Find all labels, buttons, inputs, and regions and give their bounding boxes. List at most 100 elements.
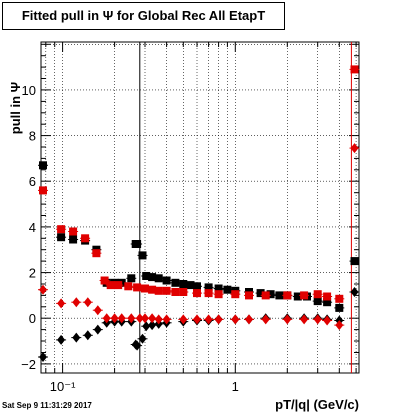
data-point-square <box>261 291 270 300</box>
data-point-diamond <box>162 314 171 325</box>
data-point-diamond <box>214 314 223 325</box>
data-point-square <box>179 280 188 288</box>
data-point-diamond <box>93 305 102 316</box>
grid-lines <box>41 42 359 373</box>
data-point-square <box>193 282 201 291</box>
y-tick-label: 6 <box>29 174 36 189</box>
data-point-square <box>313 297 322 306</box>
data-point-square <box>283 291 292 300</box>
data-point-diamond <box>313 314 322 325</box>
data-point-diamond <box>179 314 188 325</box>
data-point-diamond <box>57 298 66 309</box>
data-point-square <box>141 284 149 293</box>
data-point-square <box>204 283 213 292</box>
data-point-square <box>300 291 309 300</box>
chart-title: Fitted pull in Ψ for Global Rec All Etap… <box>2 2 285 30</box>
data-point-diamond <box>141 313 149 324</box>
data-point-square <box>186 281 195 290</box>
data-point-diamond <box>72 332 81 343</box>
data-point-diamond <box>72 297 81 308</box>
data-point-square <box>335 294 344 303</box>
series-2 <box>38 65 360 303</box>
y-axis-title: pull in Ψ <box>8 82 23 134</box>
data-point-square <box>214 290 223 299</box>
y-tick-label: 8 <box>29 129 36 144</box>
data-marks <box>38 65 360 362</box>
data-point-diamond <box>323 315 332 326</box>
data-point-square <box>223 285 232 294</box>
y-tick-label: 2 <box>29 266 36 281</box>
data-point-diamond <box>283 314 292 325</box>
data-point-square <box>171 288 180 296</box>
data-point-square <box>154 286 163 295</box>
data-point-square <box>69 227 78 236</box>
x-tick-label: 1 <box>232 379 239 394</box>
data-point-square <box>124 282 133 291</box>
data-point-square <box>231 290 240 299</box>
data-point-diamond <box>350 287 359 297</box>
y-tick-label: 0 <box>29 311 36 326</box>
axis-ticks <box>41 42 359 373</box>
data-point-square <box>245 291 253 300</box>
data-point-diamond <box>335 320 344 331</box>
data-point-square <box>148 273 157 282</box>
data-point-diamond <box>39 284 47 295</box>
data-point-square <box>114 281 123 290</box>
timestamp: Sat Sep 9 11:31:29 2017 <box>2 401 92 410</box>
data-point-square <box>106 281 115 290</box>
data-point-diamond <box>193 314 201 325</box>
data-point-square <box>81 234 90 243</box>
data-point-square <box>127 274 136 283</box>
data-point-square <box>92 249 101 258</box>
data-point-diamond <box>261 314 270 325</box>
data-point-square <box>100 276 109 285</box>
data-point-diamond <box>148 320 157 331</box>
data-point-square <box>142 272 151 280</box>
data-point-square <box>39 161 47 170</box>
data-point-square <box>350 257 359 266</box>
data-point-square <box>256 289 265 298</box>
y-tick-label: −2 <box>21 357 36 372</box>
data-point-square <box>323 298 332 307</box>
data-point-diamond <box>245 314 253 325</box>
data-point-square <box>204 289 213 298</box>
data-point-diamond <box>231 314 240 325</box>
data-point-square <box>323 292 332 301</box>
data-point-square <box>39 186 47 195</box>
data-point-diamond <box>102 313 111 324</box>
data-point-diamond <box>117 313 126 324</box>
data-point-square <box>179 288 188 296</box>
data-point-diamond <box>204 314 213 325</box>
plot-frame <box>40 41 360 374</box>
data-point-diamond <box>148 313 157 324</box>
vertical-lines <box>139 42 352 373</box>
series-1 <box>38 287 360 362</box>
series-3 <box>38 143 360 331</box>
data-point-square <box>148 285 157 294</box>
data-point-diamond <box>300 314 309 325</box>
data-point-square <box>293 292 302 301</box>
data-point-square <box>171 278 180 287</box>
data-point-diamond <box>83 297 92 308</box>
data-point-square <box>275 291 284 300</box>
data-point-diamond <box>57 334 66 345</box>
data-point-diamond <box>127 313 136 324</box>
data-point-square <box>313 290 322 299</box>
data-point-square <box>162 276 171 285</box>
data-point-diamond <box>135 313 144 324</box>
data-point-square <box>162 286 171 295</box>
data-point-diamond <box>39 352 47 362</box>
data-point-square <box>266 290 275 299</box>
data-point-square <box>57 233 66 242</box>
data-point-square <box>133 283 142 292</box>
y-tick-label: 4 <box>29 220 36 235</box>
data-point-diamond <box>110 313 119 324</box>
data-point-diamond <box>93 324 102 335</box>
data-point-square <box>69 235 78 244</box>
data-point-square <box>350 65 359 74</box>
tick-labels: 10⁻¹ 1 −2 0 2 4 6 8 10 <box>21 83 239 394</box>
data-point-diamond <box>154 314 163 325</box>
data-point-diamond <box>83 330 92 341</box>
